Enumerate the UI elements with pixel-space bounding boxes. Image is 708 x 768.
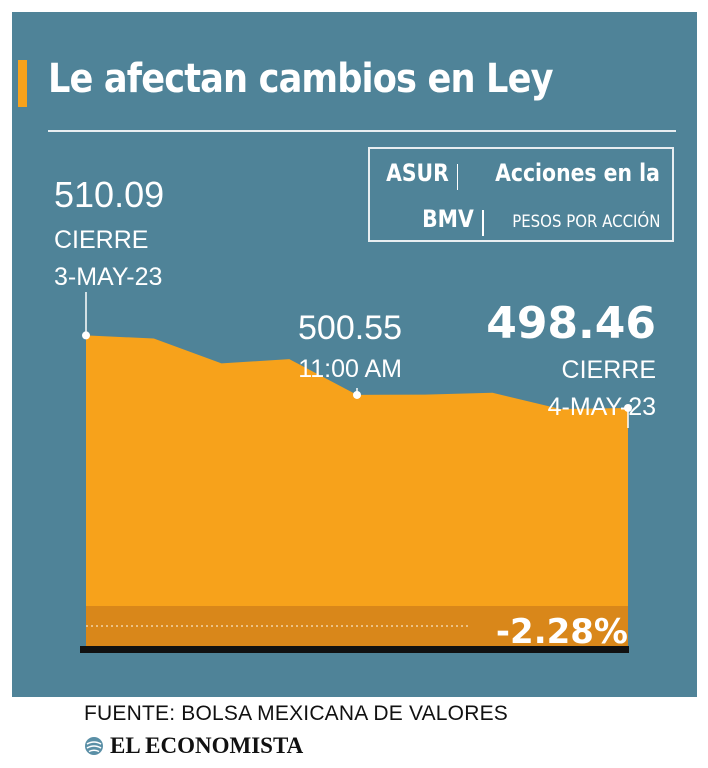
title-accent-bar <box>18 60 27 107</box>
legend-ticker: ASUR <box>385 159 449 187</box>
legend-row-2: BMV PESOS POR ACCIÓN <box>413 205 660 236</box>
callout-mid-time: 11:00 AM <box>298 355 402 383</box>
chart-title: Le afectan cambios en Ley <box>48 56 554 102</box>
brand-logo: EL ECONOMISTA <box>84 732 303 760</box>
callout-start-label: CIERRE <box>54 226 148 254</box>
callout-leaders <box>82 292 632 428</box>
source-note: FUENTE: BOLSA MEXICANA DE VALORES <box>84 702 508 725</box>
callout-end-value: 498.46 <box>486 298 656 349</box>
legend-subject-line1: Acciones en la <box>495 159 660 187</box>
legend-row-1: ASUR Acciones en la <box>375 159 660 190</box>
brand-name: EL ECONOMISTA <box>110 733 304 758</box>
title-divider <box>48 130 676 132</box>
callout-start-value: 510.09 <box>54 174 164 215</box>
series-legend-box: ASUR Acciones en la BMV PESOS POR ACCIÓN <box>368 147 674 242</box>
callout-end-label: CIERRE <box>562 356 656 384</box>
callout-end-date: 4-MAY-23 <box>548 393 656 421</box>
chart-baseline <box>80 646 629 653</box>
change-band <box>86 606 628 648</box>
legend-units: PESOS POR ACCIÓN <box>511 212 660 232</box>
callout-point <box>353 390 361 399</box>
legend-separator <box>456 163 459 190</box>
legend-subject-line2: BMV <box>422 205 475 233</box>
price-area <box>86 335 628 648</box>
legend-separator <box>482 209 484 236</box>
brand-globe-icon <box>85 737 103 755</box>
callout-point <box>82 331 90 340</box>
callout-mid-value: 500.55 <box>298 309 402 347</box>
change-percent-label: -2.28% <box>496 612 628 652</box>
callout-point <box>624 403 632 412</box>
callout-start-date: 3-MAY-23 <box>54 263 162 291</box>
